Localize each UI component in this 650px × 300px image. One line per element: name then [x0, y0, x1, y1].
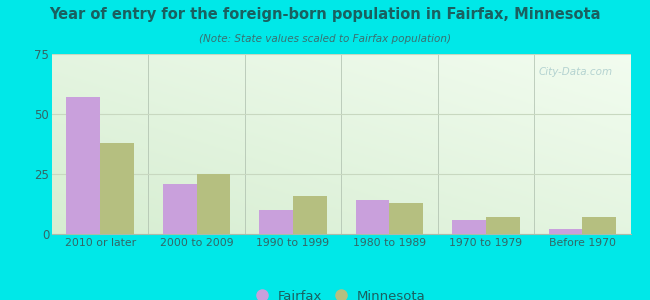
- Bar: [100, 143, 134, 234]
- Bar: [389, 203, 423, 234]
- Bar: [356, 200, 389, 234]
- Text: City-Data.com: City-Data.com: [539, 67, 613, 76]
- Bar: [452, 220, 486, 234]
- Bar: [293, 196, 327, 234]
- Bar: [549, 229, 582, 234]
- Bar: [66, 97, 100, 234]
- Text: (Note: State values scaled to Fairfax population): (Note: State values scaled to Fairfax po…: [199, 34, 451, 44]
- Bar: [163, 184, 196, 234]
- Bar: [196, 174, 230, 234]
- Bar: [259, 210, 293, 234]
- Bar: [582, 217, 616, 234]
- Bar: [486, 217, 519, 234]
- Legend: Fairfax, Minnesota: Fairfax, Minnesota: [252, 284, 431, 300]
- Text: Year of entry for the foreign-born population in Fairfax, Minnesota: Year of entry for the foreign-born popul…: [49, 8, 601, 22]
